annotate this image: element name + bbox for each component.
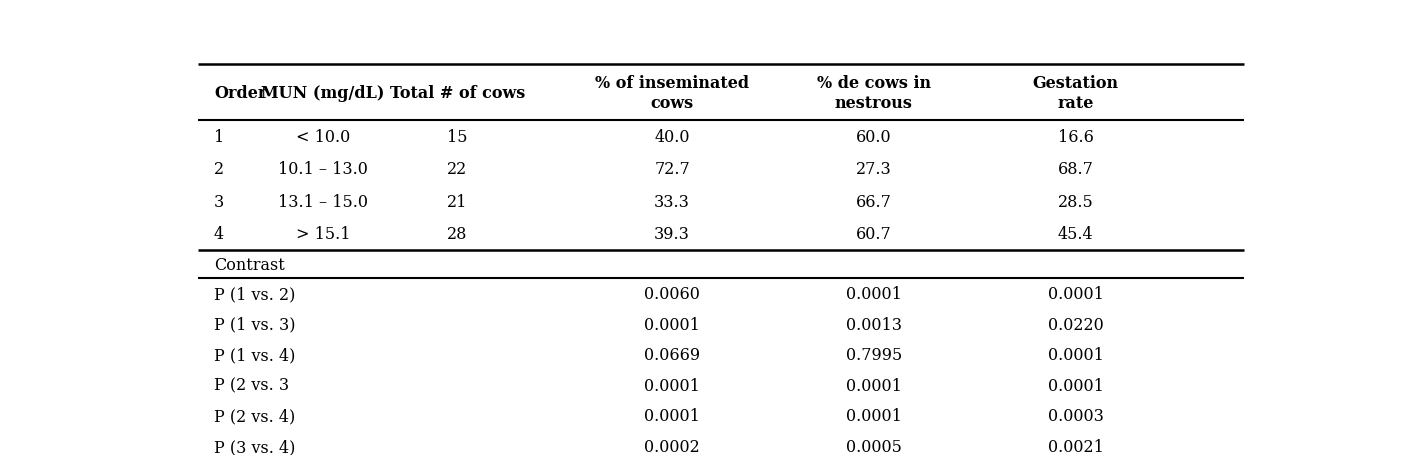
- Text: MUN (mg/dL): MUN (mg/dL): [262, 85, 384, 101]
- Text: 0.0001: 0.0001: [846, 408, 902, 425]
- Text: Order: Order: [214, 85, 266, 101]
- Text: 45.4: 45.4: [1058, 226, 1093, 243]
- Text: P (2 vs. 3: P (2 vs. 3: [214, 377, 290, 394]
- Text: 0.0001: 0.0001: [644, 377, 699, 394]
- Text: % of inseminated
cows: % of inseminated cows: [595, 75, 749, 111]
- Text: 0.0669: 0.0669: [644, 347, 701, 364]
- Text: 28: 28: [447, 226, 467, 243]
- Text: 21: 21: [447, 193, 467, 210]
- Text: 0.0001: 0.0001: [1048, 347, 1103, 364]
- Text: 0.0001: 0.0001: [644, 408, 699, 425]
- Text: 0.0060: 0.0060: [644, 286, 699, 303]
- Text: 16.6: 16.6: [1058, 129, 1093, 146]
- Text: 1: 1: [214, 129, 224, 146]
- Text: P (1 vs. 2): P (1 vs. 2): [214, 286, 295, 303]
- Text: < 10.0: < 10.0: [295, 129, 350, 146]
- Text: Gestation
rate: Gestation rate: [1033, 75, 1119, 111]
- Text: 0.0002: 0.0002: [644, 438, 699, 455]
- Text: 10.1 – 13.0: 10.1 – 13.0: [279, 161, 369, 178]
- Text: 72.7: 72.7: [654, 161, 689, 178]
- Text: % de cows in
nestrous: % de cows in nestrous: [816, 75, 931, 111]
- Text: > 15.1: > 15.1: [295, 226, 350, 243]
- Text: 15: 15: [447, 129, 467, 146]
- Text: P (1 vs. 4): P (1 vs. 4): [214, 347, 295, 364]
- Text: 22: 22: [447, 161, 467, 178]
- Text: 0.0220: 0.0220: [1048, 316, 1103, 333]
- Text: P (2 vs. 4): P (2 vs. 4): [214, 408, 295, 425]
- Text: 60.0: 60.0: [855, 129, 892, 146]
- Text: 60.7: 60.7: [855, 226, 892, 243]
- Text: 39.3: 39.3: [654, 226, 689, 243]
- Text: 0.7995: 0.7995: [846, 347, 902, 364]
- Text: 28.5: 28.5: [1058, 193, 1093, 210]
- Text: 40.0: 40.0: [654, 129, 689, 146]
- Text: 0.0001: 0.0001: [846, 377, 902, 394]
- Text: 0.0005: 0.0005: [846, 438, 902, 455]
- Text: 2: 2: [214, 161, 224, 178]
- Text: 68.7: 68.7: [1058, 161, 1093, 178]
- Text: 0.0021: 0.0021: [1048, 438, 1103, 455]
- Text: 33.3: 33.3: [654, 193, 689, 210]
- Text: 4: 4: [214, 226, 224, 243]
- Text: 27.3: 27.3: [855, 161, 892, 178]
- Text: 0.0001: 0.0001: [846, 286, 902, 303]
- Text: 0.0003: 0.0003: [1048, 408, 1103, 425]
- Text: 3: 3: [214, 193, 224, 210]
- Text: Total # of cows: Total # of cows: [390, 85, 525, 101]
- Text: P (3 vs. 4): P (3 vs. 4): [214, 438, 295, 455]
- Text: 66.7: 66.7: [855, 193, 892, 210]
- Text: 13.1 – 15.0: 13.1 – 15.0: [279, 193, 369, 210]
- Text: 0.0013: 0.0013: [846, 316, 902, 333]
- Text: 0.0001: 0.0001: [644, 316, 699, 333]
- Text: Contrast: Contrast: [214, 256, 284, 273]
- Text: 0.0001: 0.0001: [1048, 377, 1103, 394]
- Text: P (1 vs. 3): P (1 vs. 3): [214, 316, 295, 333]
- Text: 0.0001: 0.0001: [1048, 286, 1103, 303]
